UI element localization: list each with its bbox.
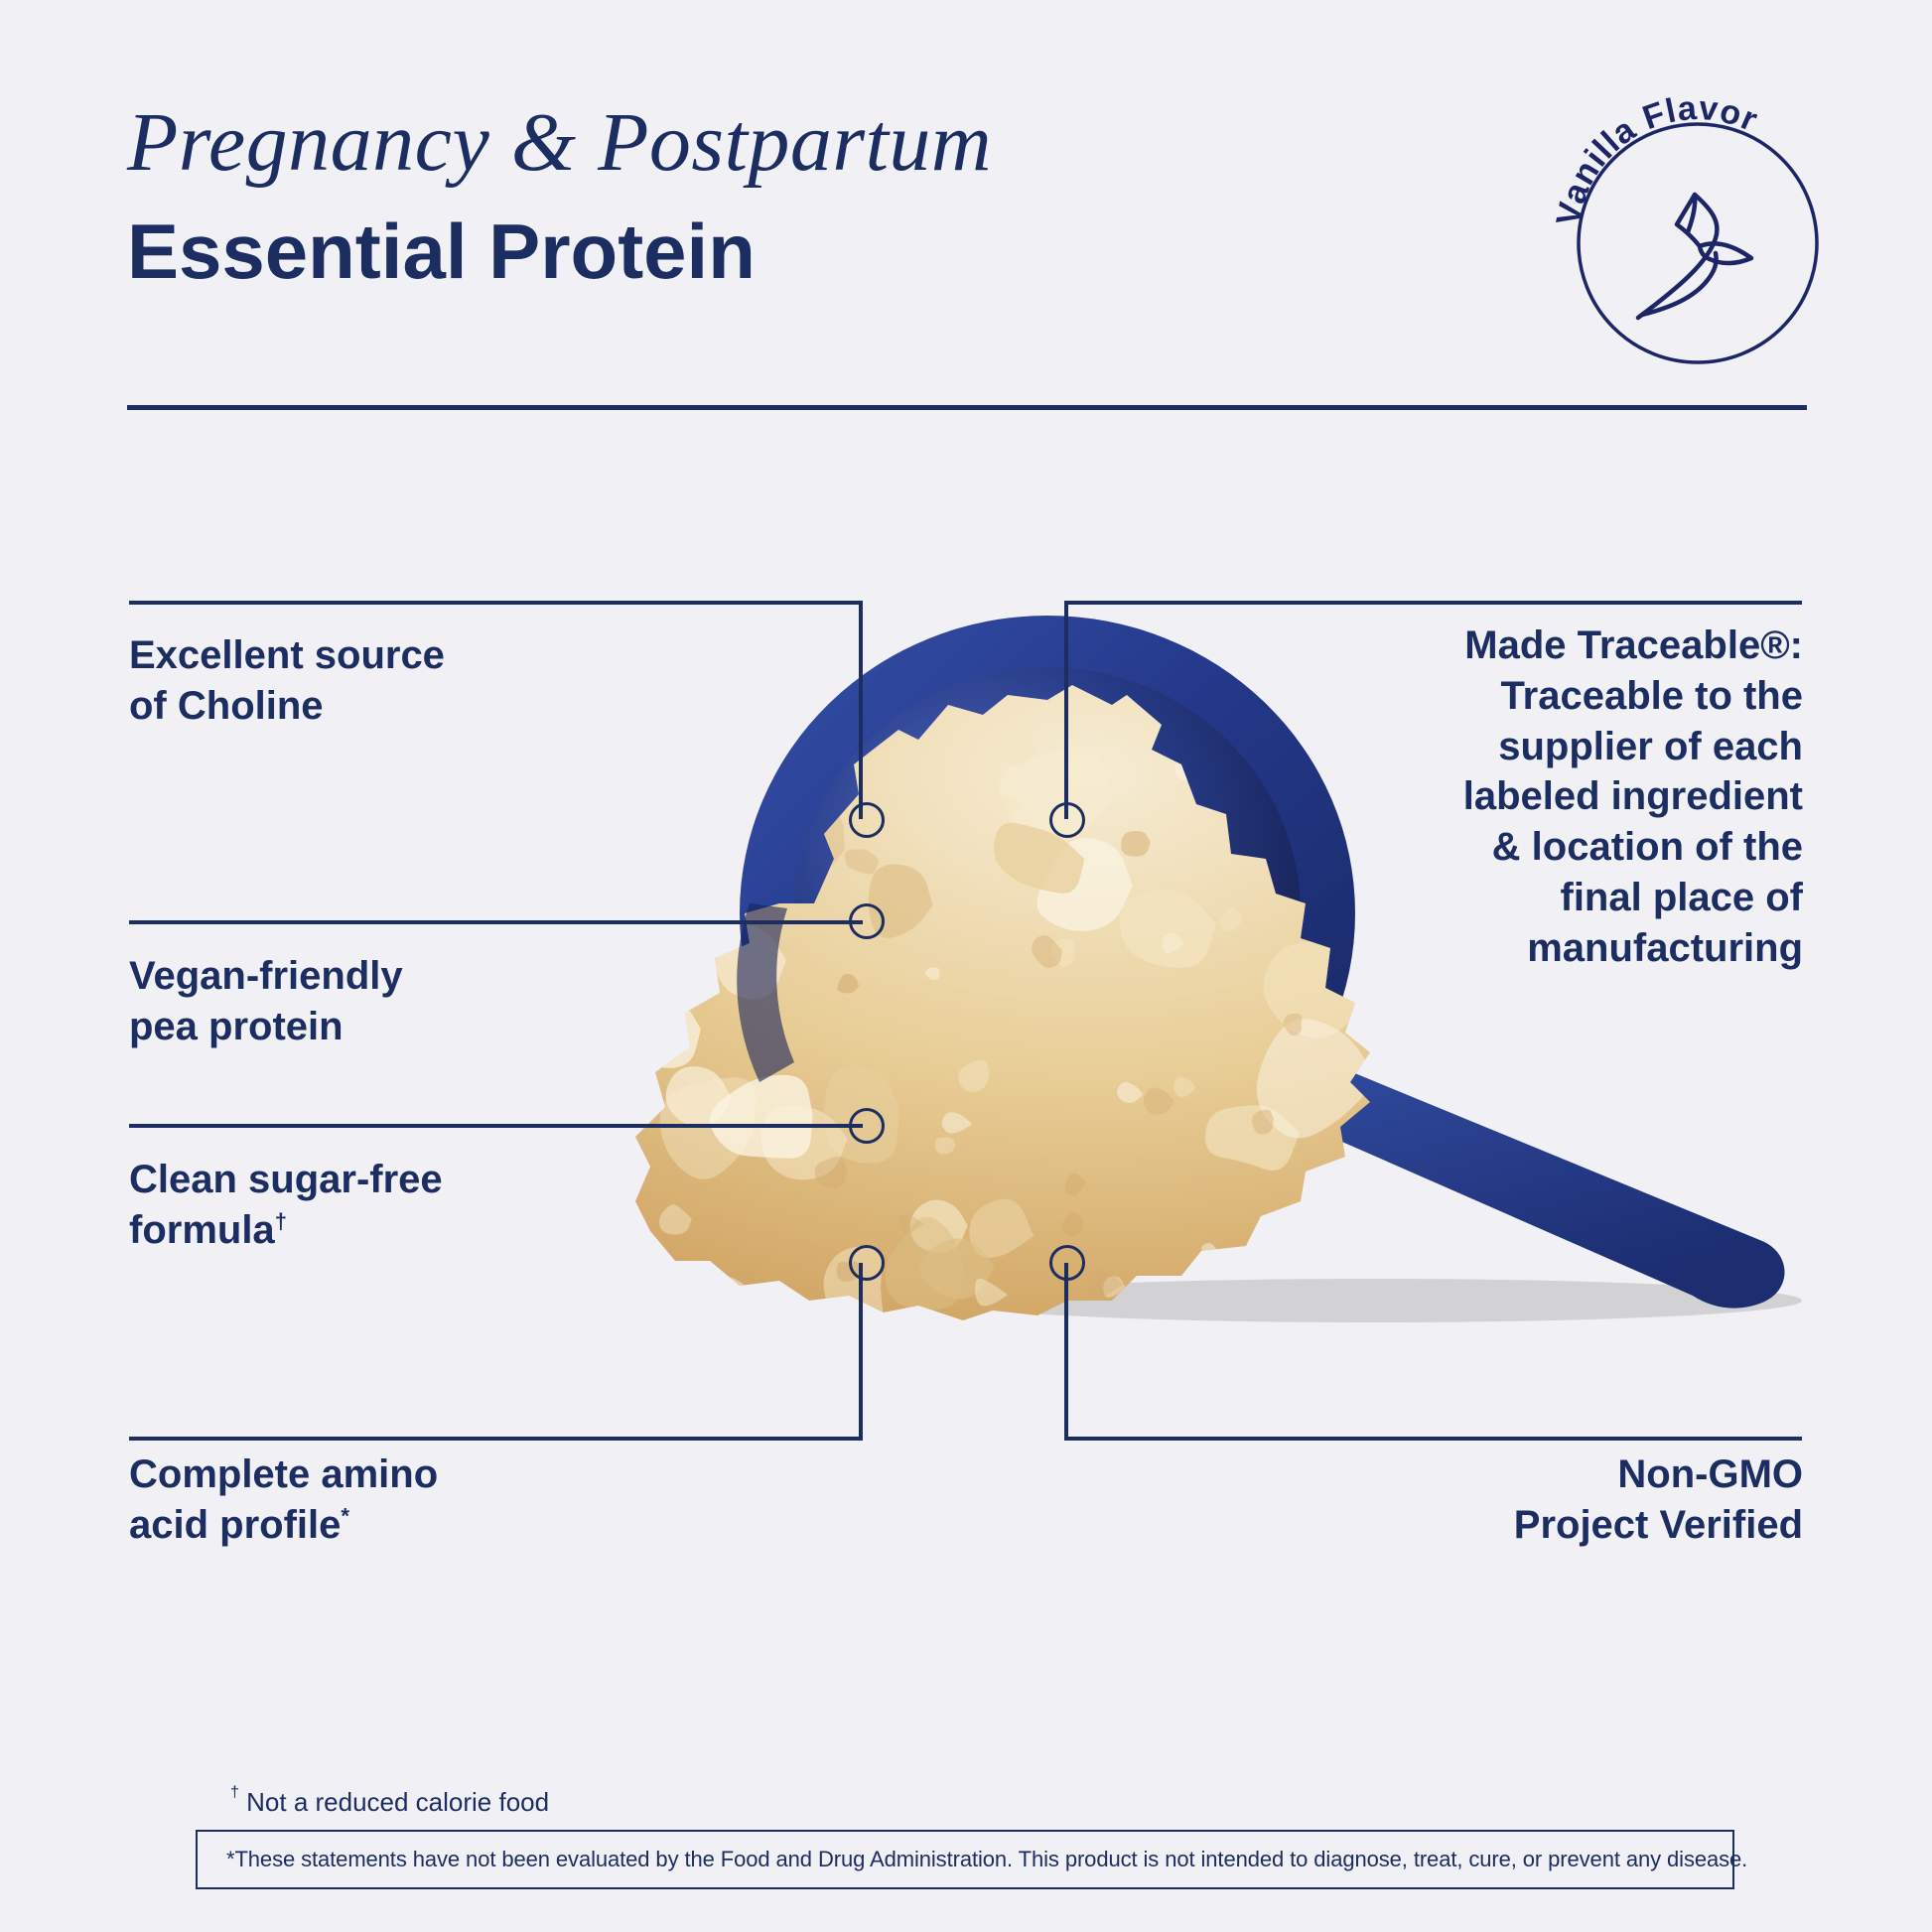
svg-text:Vanilla Flavor: Vanilla Flavor <box>1550 89 1764 228</box>
